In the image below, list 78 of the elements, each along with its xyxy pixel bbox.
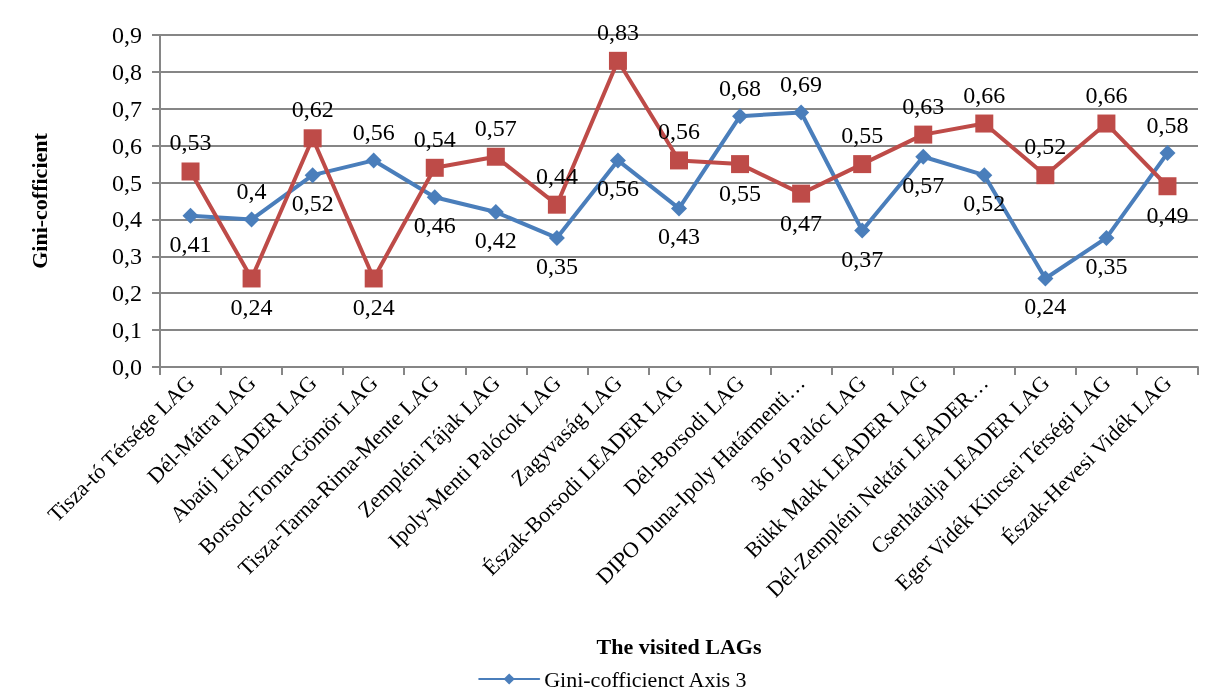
point <box>425 158 444 177</box>
y-tick-label: 0,9 <box>112 22 142 48</box>
point <box>242 269 261 288</box>
point <box>975 114 994 133</box>
data-label: 0,54 <box>413 125 456 152</box>
data-label: 0,58 <box>1146 112 1189 139</box>
data-label: 0,52 <box>291 190 334 217</box>
data-label: 0,52 <box>1024 133 1067 160</box>
point <box>365 152 382 169</box>
data-label: 0,24 <box>230 294 273 321</box>
point <box>1036 166 1055 185</box>
point <box>1158 177 1177 196</box>
point <box>487 204 504 221</box>
y-tick-label: 0,8 <box>112 58 142 85</box>
x-axis-title: The visited LAGs <box>596 633 762 659</box>
point <box>1037 270 1054 287</box>
y-tick-label: 0,3 <box>112 243 142 270</box>
data-label: 0,37 <box>841 245 884 272</box>
point <box>547 195 566 214</box>
point <box>548 229 565 246</box>
y-tick-label: 0,1 <box>112 317 142 344</box>
point <box>426 189 443 206</box>
point <box>304 167 321 184</box>
point <box>243 211 260 228</box>
data-label: 0,55 <box>719 180 762 207</box>
point <box>976 167 993 184</box>
data-label: 0,47 <box>780 209 823 236</box>
y-tick-label: 0,0 <box>112 354 142 380</box>
data-label: 0,57 <box>474 114 517 141</box>
legend-label: Gini-cofficienct Axis 3 <box>544 666 747 689</box>
point <box>670 151 688 170</box>
data-label: 0,68 <box>719 75 762 102</box>
data-label: 0,63 <box>902 92 945 119</box>
y-tick-label: 0,2 <box>112 280 142 307</box>
y-tick-label: 0,6 <box>112 132 142 159</box>
data-label: 0,53 <box>169 129 212 156</box>
point <box>853 155 872 174</box>
point <box>608 51 627 70</box>
point <box>182 207 199 224</box>
point <box>181 162 200 181</box>
data-label: 0,55 <box>841 122 884 149</box>
point <box>792 184 811 203</box>
data-label: 0,42 <box>474 227 517 254</box>
point <box>732 108 749 125</box>
point <box>854 222 871 239</box>
data-label: 0,41 <box>169 230 212 257</box>
data-label: 0,43 <box>658 223 700 250</box>
point <box>731 155 750 174</box>
data-label: 0,35 <box>535 252 578 279</box>
data-label: 0,24 <box>352 294 395 321</box>
point <box>793 104 810 121</box>
data-label: 0,56 <box>596 175 639 202</box>
point <box>609 152 626 169</box>
y-axis-title: Gini-cofficient <box>26 132 52 269</box>
data-label: 0,69 <box>780 71 823 98</box>
point <box>914 125 933 144</box>
point <box>1097 114 1116 133</box>
data-label: 0,24 <box>1024 293 1067 320</box>
data-label: 0,66 <box>963 81 1006 108</box>
data-label: 0,35 <box>1085 252 1128 279</box>
point <box>303 129 322 148</box>
point <box>1159 145 1176 162</box>
data-label: 0,46 <box>413 212 456 239</box>
data-label: 0,4 <box>236 178 267 205</box>
point <box>486 147 505 166</box>
point <box>915 148 932 165</box>
data-label: 0,49 <box>1146 202 1189 229</box>
point <box>671 200 687 217</box>
y-tick-label: 0,4 <box>112 206 142 233</box>
y-tick-label: 0,5 <box>112 169 142 196</box>
data-label: 0,83 <box>596 18 639 45</box>
data-label: 0,57 <box>902 171 945 198</box>
point <box>1098 229 1115 246</box>
data-label: 0,62 <box>291 96 334 123</box>
point <box>364 269 383 288</box>
data-label: 0,66 <box>1085 81 1128 108</box>
y-tick-label: 0,7 <box>112 95 142 122</box>
data-label: 0,56 <box>352 119 395 146</box>
